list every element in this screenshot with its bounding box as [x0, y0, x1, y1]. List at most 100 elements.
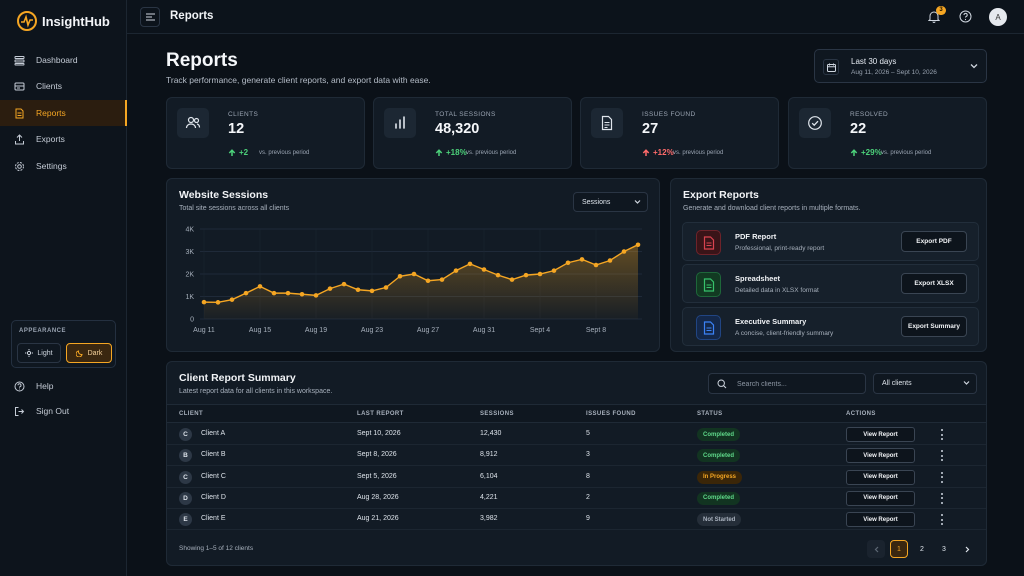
view-report-button[interactable]: View Report	[846, 490, 915, 506]
sessions-point	[425, 278, 431, 284]
stat-label: CLIENTS	[228, 111, 259, 118]
sessions-point	[229, 297, 235, 302]
appearance-panel: APPEARANCE Light Dark	[11, 320, 116, 368]
pdf-file-icon	[696, 230, 721, 255]
export-option-desc: A concise, client-friendly summary	[735, 330, 834, 337]
table-row[interactable]: D Client D Aug 28, 2026 4,221 2 Complete…	[167, 488, 986, 509]
table-row[interactable]: B Client B Sept 8, 2026 8,912 3 Complete…	[167, 445, 986, 467]
website-sessions-card: Website Sessions Total site sessions acr…	[166, 178, 660, 352]
clients-icon	[14, 82, 25, 90]
export-reports-card: Export Reports Generate and download cli…	[670, 178, 987, 352]
client-filter-value: All clients	[882, 380, 912, 387]
client-name: Client C	[201, 472, 226, 480]
y-tick-label: 4K	[185, 227, 194, 234]
export-button-1[interactable]: Export XLSX	[901, 273, 967, 294]
menu-toggle-button[interactable]	[140, 7, 160, 27]
export-option-name: Executive Summary	[735, 317, 807, 326]
page-subtitle: Track performance, generate client repor…	[166, 75, 431, 85]
status-badge: Completed	[697, 491, 741, 505]
arrow-up-icon	[850, 148, 858, 156]
chevron-down-icon	[963, 381, 970, 385]
view-report-button[interactable]: View Report	[846, 469, 915, 485]
pagination-page-2[interactable]: 2	[920, 545, 924, 553]
export-button-0[interactable]: Export PDF	[901, 231, 967, 252]
dashboard-icon	[14, 55, 25, 65]
notifications-button[interactable]: 3	[928, 6, 946, 23]
more-options-icon[interactable]	[937, 449, 947, 462]
pagination-page-3[interactable]: 3	[942, 545, 946, 553]
sessions-point	[411, 271, 417, 277]
table-row[interactable]: E Client E Aug 21, 2026 3,982 9 Not Star…	[167, 509, 986, 531]
search-input[interactable]	[737, 378, 857, 390]
topbar-title: Reports	[170, 10, 214, 22]
moon-icon	[75, 350, 83, 357]
view-report-button[interactable]: View Report	[846, 448, 915, 464]
stat-card-resolved: RESOLVED 22 +29% vs. previous period	[788, 97, 987, 169]
table-row[interactable]: C Client C Sept 5, 2026 6,104 8 In Progr…	[167, 467, 986, 488]
stat-value: 22	[850, 121, 867, 137]
summary-subtitle: Latest report data for all clients in th…	[179, 388, 333, 395]
document-icon	[601, 115, 613, 131]
pagination-page-1[interactable]: 1	[890, 540, 908, 558]
brand-name: InsightHub	[42, 13, 110, 29]
sidebar-item-signout[interactable]: Sign Out	[0, 398, 127, 424]
sessions-point	[523, 272, 529, 278]
appearance-title: APPEARANCE	[19, 328, 67, 334]
more-options-icon[interactable]	[937, 471, 947, 484]
sign-out-icon	[15, 406, 25, 416]
sessions-title: Website Sessions	[179, 189, 269, 201]
sidebar-item-exports[interactable]: Exports	[0, 126, 127, 152]
pagination-next-button[interactable]	[958, 540, 976, 558]
sidebar-item-help[interactable]: Help	[0, 373, 127, 399]
sessions-metric-select[interactable]: Sessions	[573, 192, 648, 212]
chevron-down-icon	[970, 64, 978, 69]
more-options-icon[interactable]	[937, 428, 947, 441]
stat-change-value: +29%	[861, 148, 882, 157]
sidebar-item-clients[interactable]: Clients	[0, 73, 127, 99]
sessions-point	[467, 261, 473, 267]
date-range-picker[interactable]: Last 30 days Aug 11, 2026 – Sept 10, 202…	[814, 49, 987, 83]
summary-doc-icon	[696, 315, 721, 340]
client-name: Client D	[201, 493, 226, 501]
help-button[interactable]	[959, 10, 972, 23]
pagination-prev-button[interactable]	[867, 540, 885, 558]
chevron-down-icon	[634, 200, 641, 204]
brand-logo[interactable]: InsightHub	[16, 10, 110, 32]
calendar-icon	[823, 59, 839, 75]
help-icon	[14, 381, 25, 391]
sidebar-item-label: Settings	[36, 161, 67, 171]
sidebar-item-settings[interactable]: Settings	[0, 153, 127, 179]
stat-label: TOTAL SESSIONS	[435, 111, 496, 118]
sessions-point	[621, 249, 627, 254]
sessions-point	[355, 287, 361, 293]
sidebar-item-dashboard[interactable]: Dashboard	[0, 47, 127, 73]
client-search[interactable]	[708, 373, 866, 394]
theme-light-button[interactable]: Light	[17, 343, 61, 363]
column-header-issues: ISSUES FOUND	[586, 411, 636, 417]
more-options-icon[interactable]	[937, 492, 947, 505]
topbar: Reports 3 A	[127, 0, 1024, 34]
user-avatar[interactable]: A	[989, 8, 1007, 26]
client-filter-select[interactable]: All clients	[873, 373, 977, 394]
sessions-point	[439, 277, 445, 282]
export-button-2[interactable]: Export Summary	[901, 316, 967, 337]
export-option-name: PDF Report	[735, 232, 777, 241]
stat-note: vs. previous period	[673, 150, 724, 156]
stat-change: +18%	[435, 148, 467, 157]
client-avatar: D	[179, 491, 192, 505]
check-circle-icon	[808, 116, 822, 130]
x-tick-label: Aug 19	[305, 327, 327, 334]
view-report-button[interactable]: View Report	[846, 427, 915, 442]
table-row[interactable]: C Client A Sept 10, 2026 12,430 5 Comple…	[167, 424, 986, 445]
more-options-icon[interactable]	[937, 513, 947, 526]
sessions-point	[285, 290, 291, 296]
theme-dark-label: Dark	[87, 349, 103, 357]
sidebar-item-reports[interactable]: Reports	[0, 100, 127, 126]
stat-change-value: +12%	[653, 148, 674, 157]
sessions-point	[201, 299, 207, 305]
theme-dark-button[interactable]: Dark	[66, 343, 112, 363]
client-name: Client A	[201, 430, 226, 437]
view-report-button[interactable]: View Report	[846, 512, 915, 528]
client-avatar: B	[179, 449, 192, 463]
issues-count: 5	[586, 430, 590, 437]
